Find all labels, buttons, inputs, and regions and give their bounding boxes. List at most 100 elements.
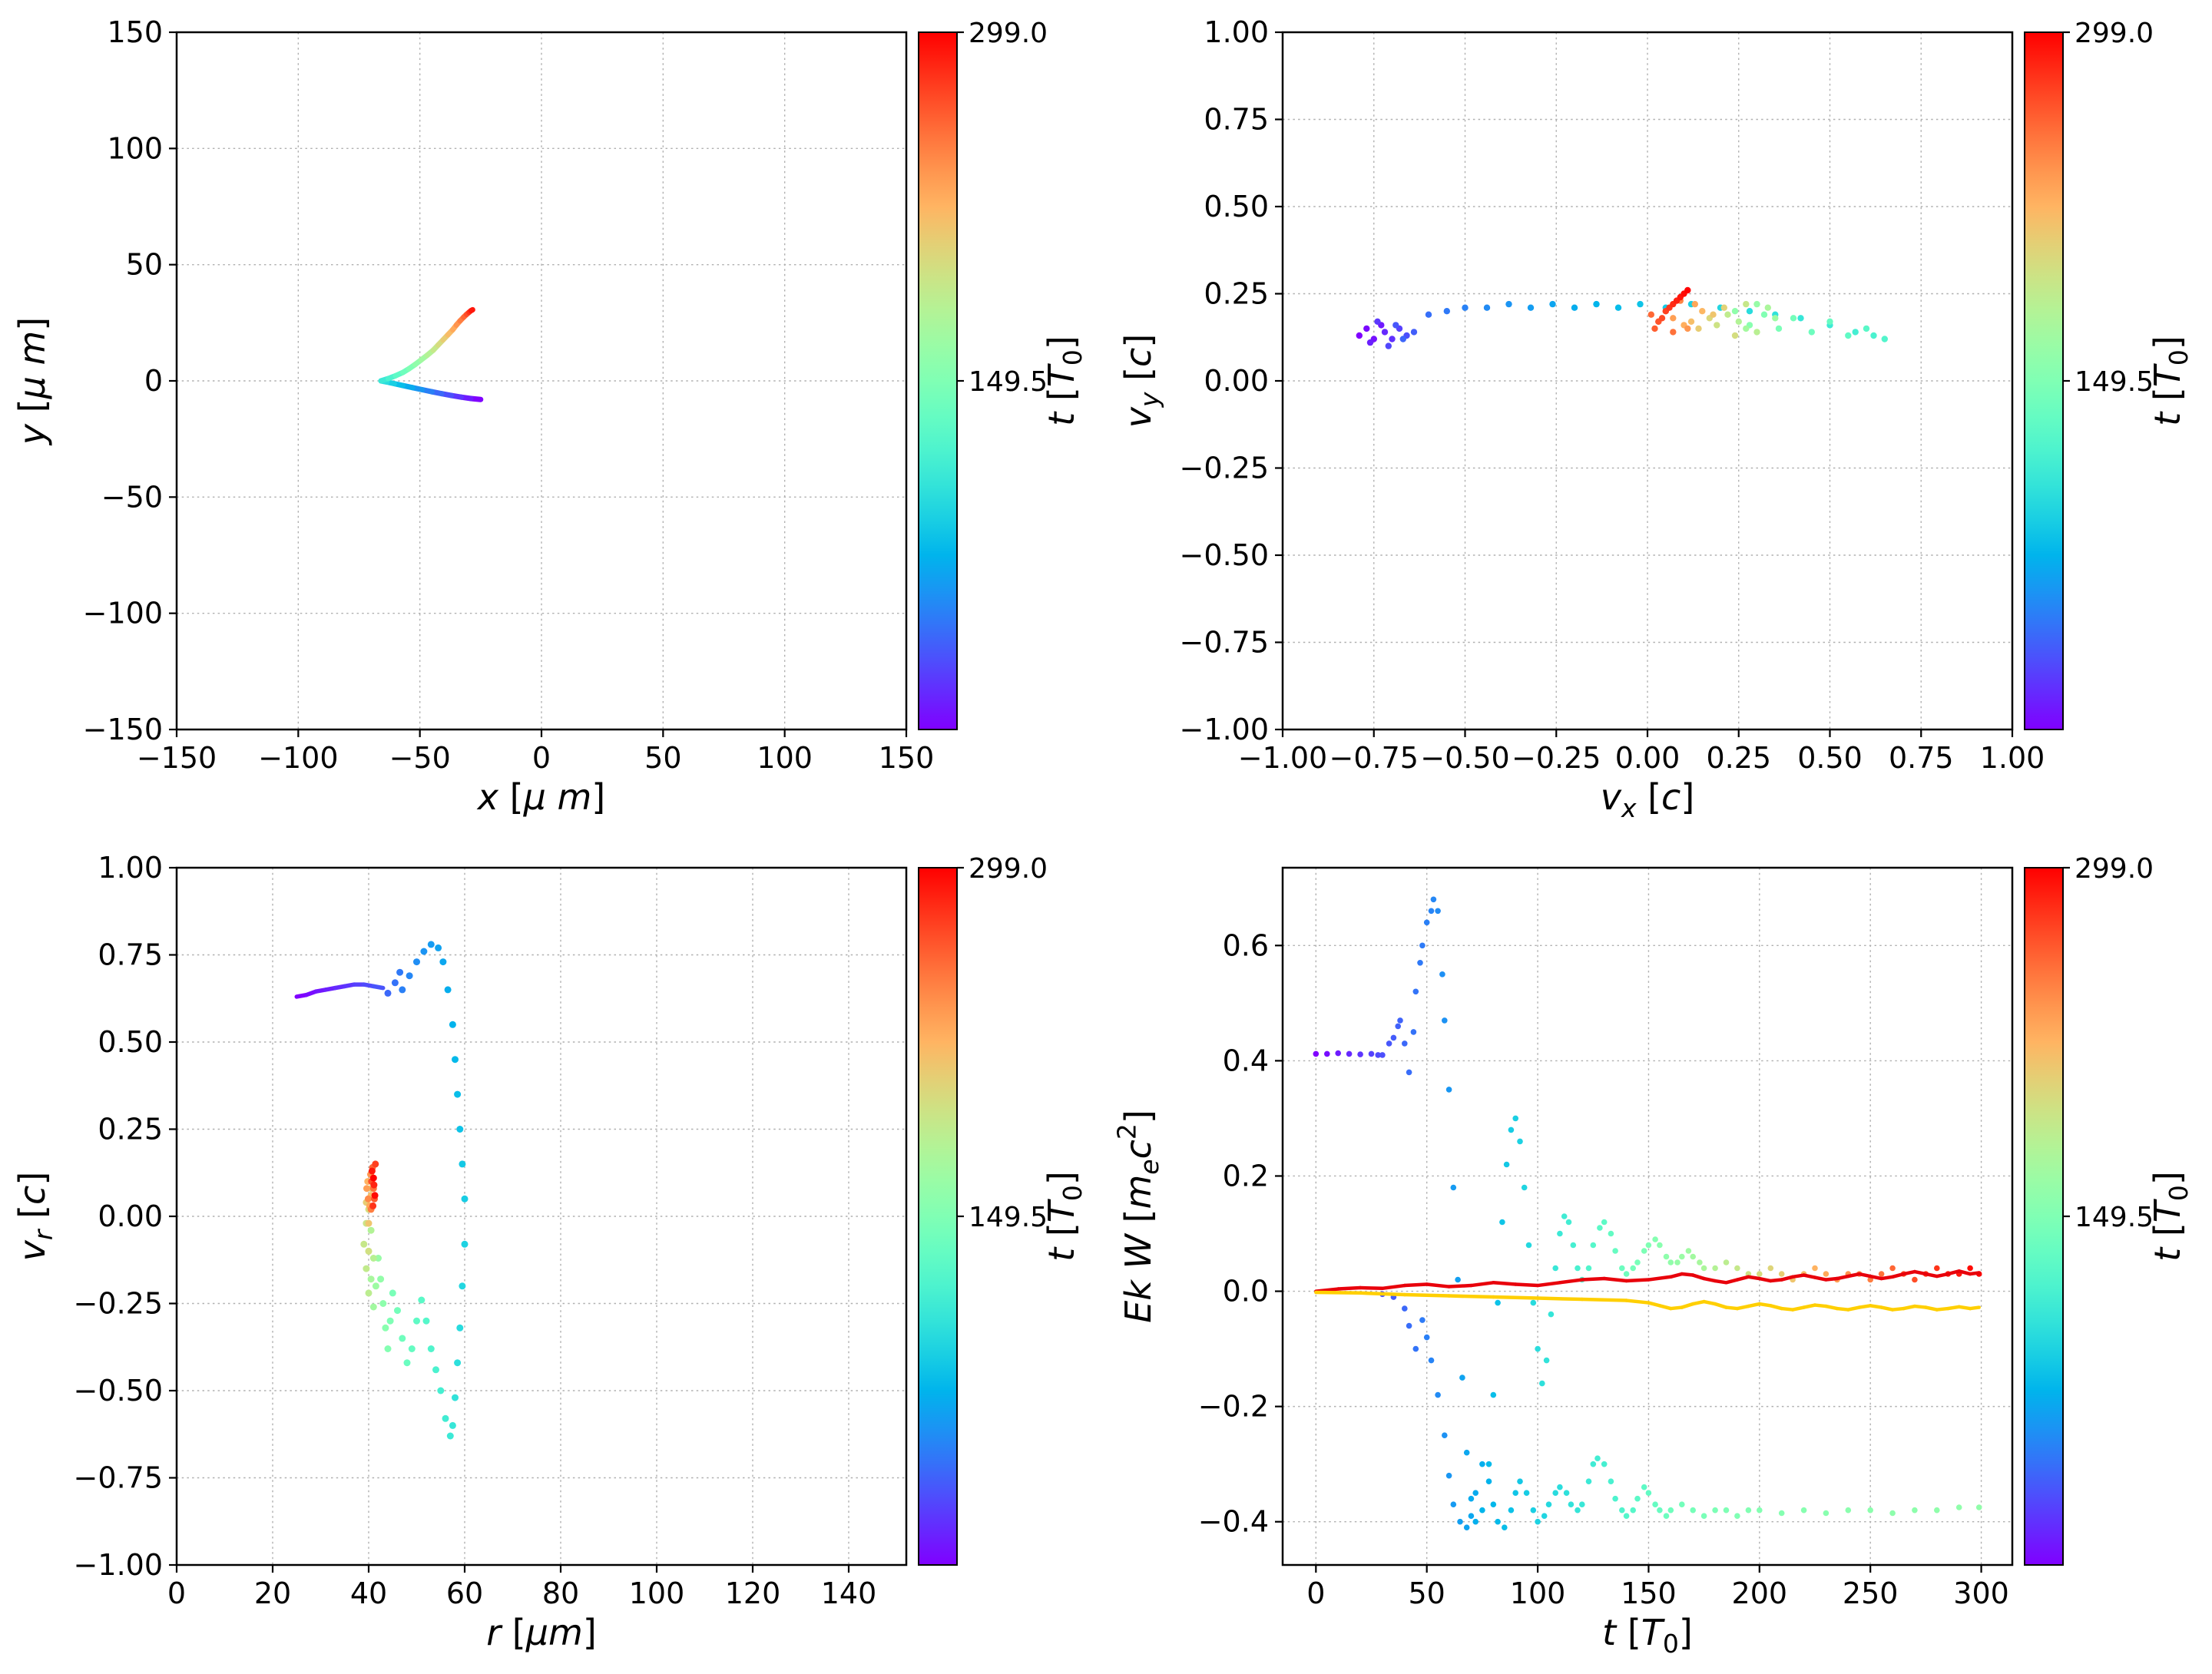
svg-text:−150: −150 bbox=[83, 713, 163, 746]
svg-text:−0.50: −0.50 bbox=[1180, 538, 1269, 572]
gridlines bbox=[1283, 868, 2012, 1565]
svg-text:300: 300 bbox=[1953, 1576, 2009, 1610]
svg-text:100: 100 bbox=[1510, 1576, 1566, 1610]
y-axis-label: y [μ m] bbox=[12, 317, 53, 446]
colorbar bbox=[2024, 31, 2064, 730]
y-tick-labels: −0.4 −0.2 0.0 0.2 0.4 0.6 bbox=[1198, 928, 1269, 1538]
tick-marks bbox=[169, 31, 908, 737]
svg-text:0.50: 0.50 bbox=[1797, 741, 1863, 775]
svg-text:299.0: 299.0 bbox=[2075, 853, 2154, 885]
plot-canvas-ekw: 0 50 100 150 200 250 300 −0.4 −0.2 0.0 0.2 0.4 0.6 t … bbox=[1112, 853, 2194, 1659]
svg-text:100: 100 bbox=[629, 1576, 685, 1610]
svg-text:−0.2: −0.2 bbox=[1198, 1390, 1269, 1424]
colorbar-label: t [T0] bbox=[1041, 336, 1088, 426]
svg-text:0.00: 0.00 bbox=[98, 1199, 163, 1233]
series-kinetic-energy bbox=[1313, 896, 1982, 1525]
colorbar-label: t [T0] bbox=[1041, 1171, 1088, 1262]
svg-text:149.5: 149.5 bbox=[969, 366, 1048, 398]
y-tick-labels: −150 −100 −50 0 50 100 150 bbox=[83, 15, 163, 746]
svg-text:150: 150 bbox=[879, 741, 935, 775]
subplot-vxvy: −1.00 −0.75 −0.50 −0.25 0.00 0.25 0.50 0.75 1.00… bbox=[1106, 0, 2212, 835]
svg-text:0.50: 0.50 bbox=[98, 1025, 163, 1059]
x-axis-label: vx [c] bbox=[1601, 776, 1695, 823]
svg-text:50: 50 bbox=[644, 741, 681, 775]
series-velocity-scatter bbox=[1356, 286, 1888, 349]
svg-text:100: 100 bbox=[757, 741, 813, 775]
svg-text:−0.75: −0.75 bbox=[74, 1461, 163, 1495]
svg-text:0: 0 bbox=[532, 741, 551, 775]
y-axis-label: vr [c] bbox=[12, 1172, 58, 1262]
svg-text:0: 0 bbox=[1306, 1576, 1325, 1610]
svg-text:50: 50 bbox=[126, 248, 163, 282]
svg-text:0: 0 bbox=[144, 364, 163, 398]
svg-text:−0.4: −0.4 bbox=[1198, 1505, 1269, 1539]
tick-marks bbox=[169, 866, 850, 1573]
svg-text:−150: −150 bbox=[137, 741, 217, 775]
colorbar-ticks: 299.0 149.5 bbox=[957, 18, 1048, 398]
subplot-xy: −150 −100 −50 0 50 100 150 −150 −100 −50 0 50 100 150… bbox=[0, 0, 1106, 835]
svg-text:−0.75: −0.75 bbox=[1180, 626, 1269, 660]
svg-text:150: 150 bbox=[1621, 1576, 1677, 1610]
y-axis-label: Ek W [mec2] bbox=[1112, 1110, 1164, 1323]
svg-text:299.0: 299.0 bbox=[2075, 18, 2154, 49]
y-tick-labels: −1.00 −0.75 −0.50 −0.25 0.00 0.25 0.50 0.75 1.00 bbox=[74, 851, 163, 1582]
svg-text:−50: −50 bbox=[101, 480, 163, 514]
colorbar-ticks: 299.0 149.5 bbox=[2063, 18, 2154, 398]
svg-text:20: 20 bbox=[254, 1576, 291, 1610]
plot-canvas-xy: −150 −100 −50 0 50 100 150 −150 −100 −50 0 50 100 150… bbox=[12, 15, 1088, 818]
x-axis-label: x [μ m] bbox=[476, 776, 605, 818]
svg-text:0.75: 0.75 bbox=[98, 938, 163, 972]
colorbar bbox=[918, 31, 958, 730]
svg-text:0.25: 0.25 bbox=[1204, 277, 1269, 311]
svg-text:−0.25: −0.25 bbox=[1180, 452, 1269, 485]
x-tick-labels: 0 50 100 150 200 250 300 bbox=[1306, 1576, 2009, 1610]
svg-text:149.5: 149.5 bbox=[2075, 1202, 2154, 1233]
series-work-perp bbox=[1379, 1291, 1982, 1530]
subplot-ekw: 0 50 100 150 200 250 300 −0.4 −0.2 0.0 0.2 0.4 0.6 t … bbox=[1106, 835, 2212, 1671]
svg-text:−0.50: −0.50 bbox=[1420, 741, 1509, 775]
svg-text:−100: −100 bbox=[258, 741, 338, 775]
svg-text:0.75: 0.75 bbox=[1889, 741, 1954, 775]
x-tick-labels: −1.00 −0.75 −0.50 −0.25 0.00 0.25 0.50 0.75 1.00 bbox=[1238, 741, 2045, 775]
y-axis-label: vy [c] bbox=[1118, 334, 1164, 428]
svg-text:0.00: 0.00 bbox=[1204, 364, 1269, 398]
tick-marks bbox=[1275, 945, 1982, 1573]
series-work-red bbox=[1314, 1269, 1981, 1293]
svg-text:149.5: 149.5 bbox=[2075, 366, 2154, 398]
svg-text:1.00: 1.00 bbox=[1204, 15, 1269, 49]
svg-text:50: 50 bbox=[1409, 1576, 1445, 1610]
svg-text:0.4: 0.4 bbox=[1223, 1044, 1269, 1077]
svg-text:0.0: 0.0 bbox=[1223, 1275, 1269, 1308]
svg-text:150: 150 bbox=[107, 15, 163, 49]
svg-text:0.6: 0.6 bbox=[1223, 928, 1269, 962]
x-axis-label: r [μm] bbox=[486, 1612, 597, 1653]
plot-canvas-rvr: 0 20 40 60 80 100 120 140 −1.00 −0.75 −0.50 −0.25 0.… bbox=[12, 851, 1088, 1653]
svg-text:0.2: 0.2 bbox=[1223, 1159, 1269, 1193]
svg-text:250: 250 bbox=[1843, 1576, 1899, 1610]
subplot-rvr: 0 20 40 60 80 100 120 140 −1.00 −0.75 −0.50 −0.25 0.… bbox=[0, 835, 1106, 1671]
gridlines bbox=[1282, 31, 2013, 730]
colorbar-label: t [T0] bbox=[2147, 336, 2194, 426]
axes-frame bbox=[1281, 866, 2014, 1566]
svg-text:0.25: 0.25 bbox=[1706, 741, 1771, 775]
colorbar bbox=[2024, 867, 2064, 1566]
svg-text:−100: −100 bbox=[83, 597, 163, 630]
series-work-yellow bbox=[1314, 1290, 1981, 1312]
x-tick-labels: −150 −100 −50 0 50 100 150 bbox=[137, 741, 934, 775]
svg-text:−0.25: −0.25 bbox=[1512, 741, 1601, 775]
gridlines bbox=[176, 867, 906, 1566]
svg-text:60: 60 bbox=[446, 1576, 483, 1610]
svg-text:−1.00: −1.00 bbox=[1238, 741, 1327, 775]
svg-text:0.50: 0.50 bbox=[1204, 190, 1269, 223]
series-radial-scatter bbox=[360, 941, 469, 1440]
svg-text:0.25: 0.25 bbox=[98, 1113, 163, 1146]
svg-text:−50: −50 bbox=[389, 741, 451, 775]
x-axis-label: t [T0] bbox=[1602, 1612, 1693, 1659]
series-early-track bbox=[294, 982, 386, 999]
svg-text:0.75: 0.75 bbox=[1204, 103, 1269, 137]
colorbar-ticks: 299.0 149.5 bbox=[957, 853, 1048, 1233]
svg-text:299.0: 299.0 bbox=[969, 853, 1048, 885]
svg-text:100: 100 bbox=[107, 131, 163, 165]
y-tick-labels: −1.00 −0.75 −0.50 −0.25 0.00 0.25 0.50 0.75 1.00 bbox=[1180, 15, 1269, 746]
